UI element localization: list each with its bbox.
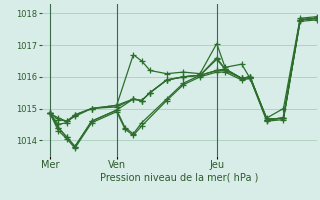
X-axis label: Pression niveau de la mer( hPa ): Pression niveau de la mer( hPa ) [100,173,258,183]
